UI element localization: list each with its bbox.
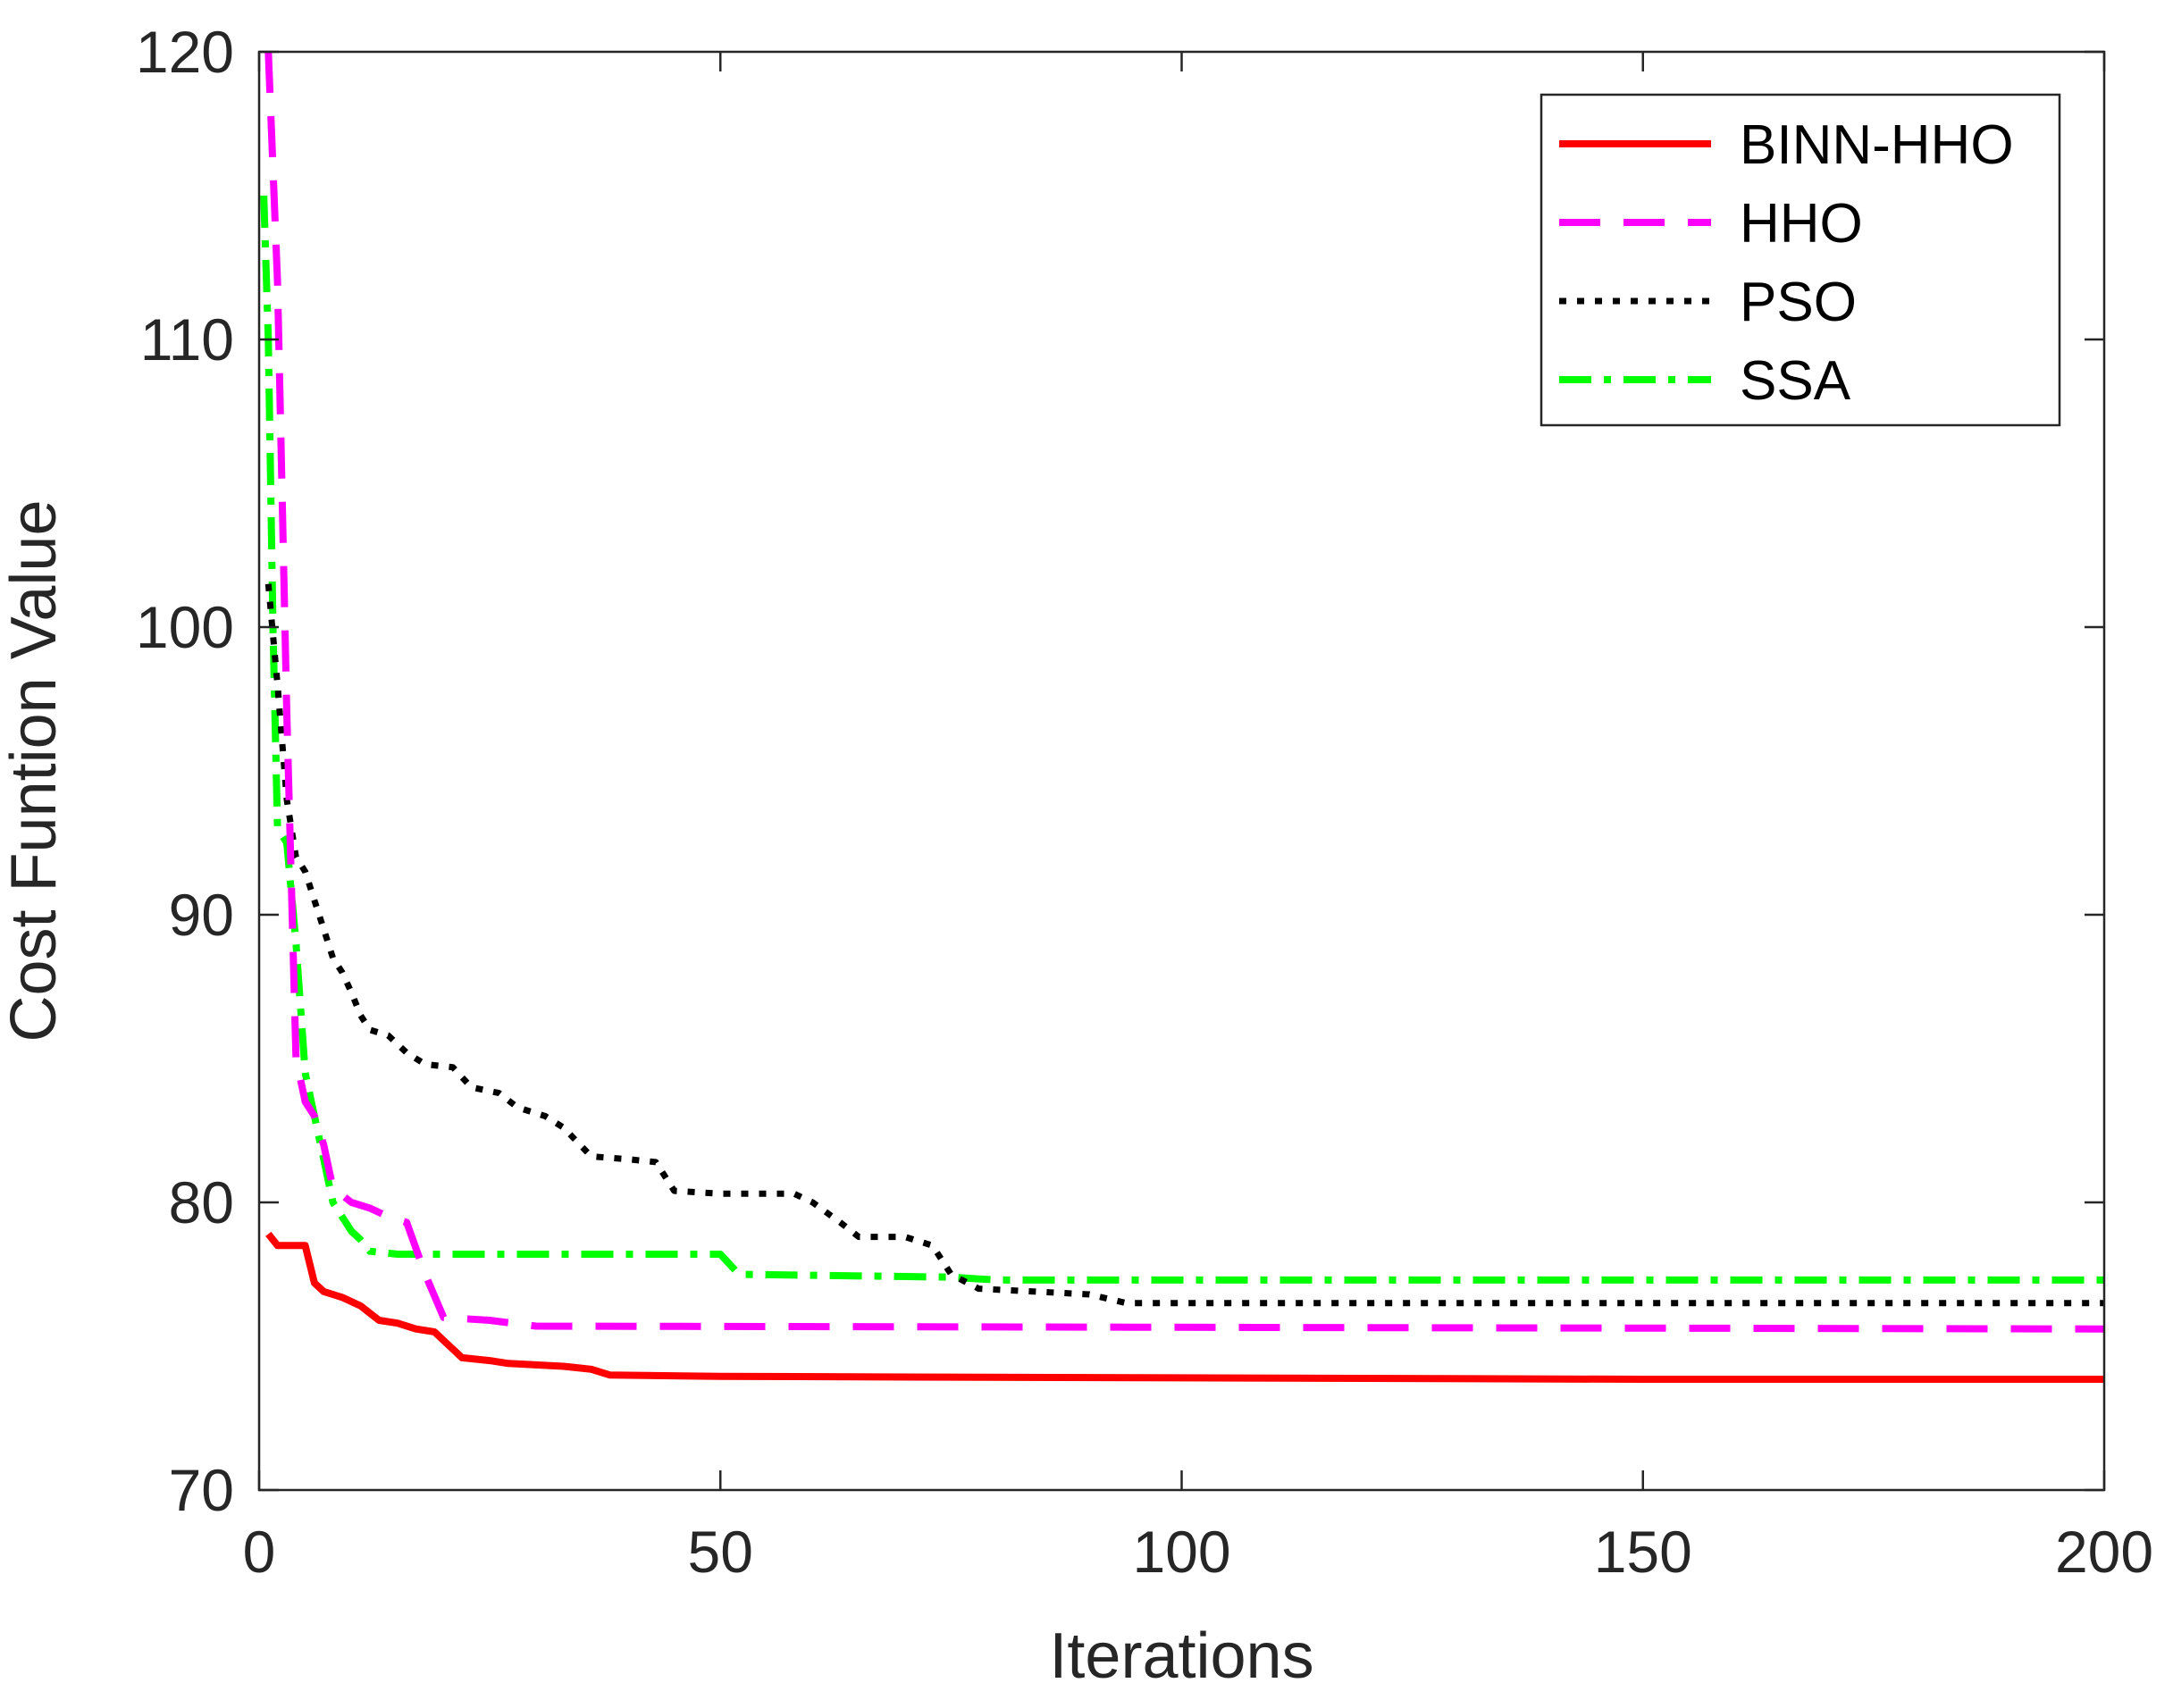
x-tick-labels: 0 50 100 150 200 bbox=[243, 1519, 2153, 1585]
legend-label: PSO bbox=[1740, 272, 1857, 333]
y-axis-title: Cost Funtion Value bbox=[0, 499, 70, 1042]
legend-entries: BINN-HHO HHO PSO SSA bbox=[1559, 114, 2014, 412]
series-line-hho bbox=[264, 52, 2104, 1333]
y-tick-labels: 70 80 90 100 110 120 bbox=[136, 19, 234, 1523]
x-tick-label: 50 bbox=[688, 1519, 753, 1585]
x-tick-label: 0 bbox=[243, 1519, 276, 1585]
legend-label: HHO bbox=[1740, 193, 1863, 255]
legend-box bbox=[1540, 93, 2061, 427]
axis-ticks bbox=[257, 50, 2106, 1492]
legend-item-binn-hho: BINN-HHO bbox=[1559, 114, 2014, 176]
legend-item-pso: PSO bbox=[1559, 272, 1857, 333]
series-line-pso bbox=[264, 583, 2104, 1307]
y-tick-label: 120 bbox=[136, 19, 234, 85]
y-tick-label: 90 bbox=[169, 882, 234, 948]
x-axis-title: Iterations bbox=[1049, 1620, 1313, 1692]
legend-label: BINN-HHO bbox=[1740, 114, 2014, 176]
y-tick-label: 100 bbox=[136, 594, 234, 660]
series-line-binn-hho bbox=[265, 1231, 2104, 1383]
y-tick-label: 70 bbox=[169, 1457, 234, 1523]
plot-lines bbox=[260, 52, 2104, 1383]
y-tick-label: 80 bbox=[169, 1169, 234, 1235]
legend-label: SSA bbox=[1740, 350, 1851, 412]
legend-item-hho: HHO bbox=[1559, 193, 1863, 255]
y-tick-label: 110 bbox=[140, 306, 234, 373]
legend: BINN-HHO HHO PSO SSA bbox=[1540, 93, 2061, 427]
x-tick-label: 200 bbox=[2055, 1519, 2153, 1585]
legend-item-ssa: SSA bbox=[1559, 350, 1851, 412]
x-tick-label: 150 bbox=[1594, 1519, 1692, 1585]
x-tick-label: 100 bbox=[1132, 1519, 1230, 1585]
series-line-ssa bbox=[260, 195, 2104, 1284]
